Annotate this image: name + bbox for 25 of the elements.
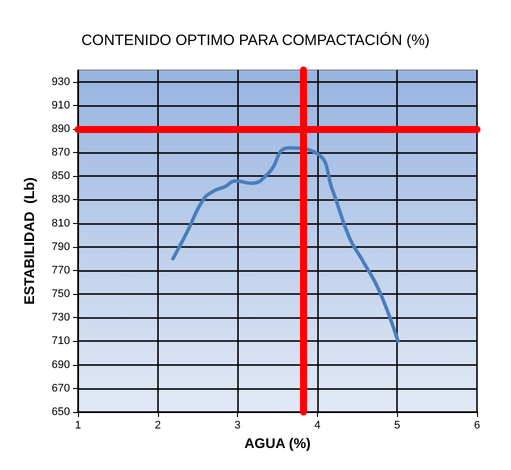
chart-title: CONTENIDO OPTIMO PARA COMPACTACIÓN (%) (81, 31, 430, 49)
y-tick-label: 930 (52, 76, 70, 88)
x-axis-title: AGUA (%) (244, 434, 311, 451)
x-tick-label: 6 (474, 420, 480, 432)
y-tick-label: 890 (52, 122, 70, 135)
y-tick-label: 790 (52, 240, 70, 253)
x-tick-label: 3 (234, 420, 241, 432)
y-tick-label: 870 (52, 146, 70, 159)
y-tick-label: 670 (52, 382, 70, 394)
y-tick-label: 730 (52, 312, 70, 324)
y-tick-label: 690 (52, 358, 70, 371)
y-tick-label: 770 (52, 264, 70, 276)
y-tick-label: 850 (52, 170, 70, 182)
y-axis-title: ESTABILIDAD (Lb) (21, 177, 37, 305)
y-tick-label: 650 (52, 406, 70, 418)
y-tick-label: 710 (52, 335, 70, 348)
y-tick-label: 750 (52, 288, 70, 300)
line-series (171, 146, 400, 343)
x-tick-label: 4 (314, 420, 320, 432)
y-tick-label: 810 (52, 217, 70, 230)
x-tick-label: 1 (74, 420, 82, 432)
y-tick-label: 910 (52, 99, 70, 112)
x-tick-label: 2 (154, 420, 161, 432)
y-tick-label: 830 (52, 194, 70, 206)
x-tick-label: 5 (394, 420, 400, 432)
